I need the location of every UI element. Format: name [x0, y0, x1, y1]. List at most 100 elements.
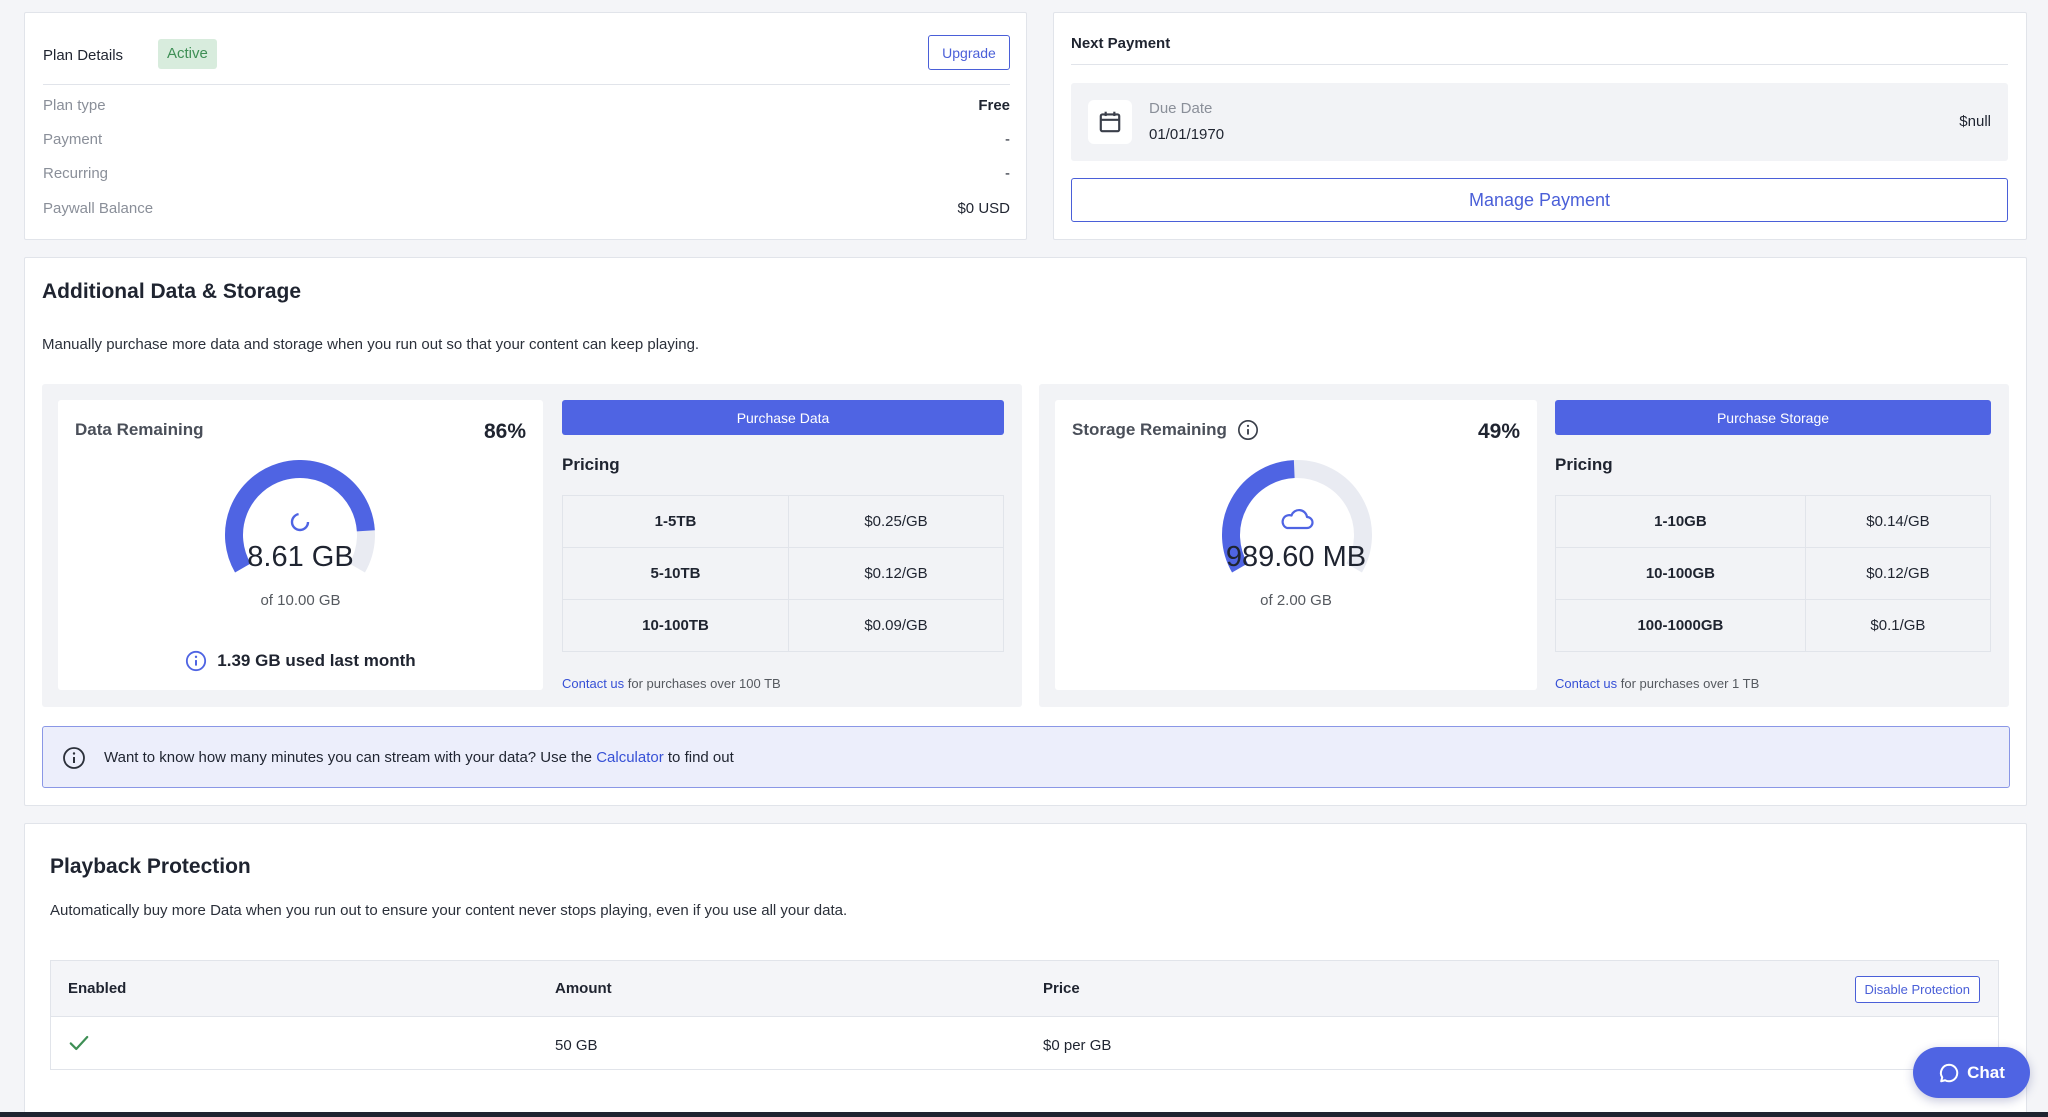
section-title: Additional Data & Storage — [42, 280, 302, 303]
table-row: 100-1000GB $0.1/GB — [1555, 599, 1992, 652]
contact-note: Contact us for purchases over 1 TB — [1555, 676, 1759, 691]
pricing-tier: 1-10GB — [1555, 495, 1806, 548]
data-remaining-card: Data Remaining 86% 8.61 GB of 10.00 GB 1… — [58, 400, 543, 690]
section-description: Manually purchase more data and storage … — [42, 336, 700, 353]
calculator-info-banner: Want to know how many minutes you can st… — [42, 726, 2010, 788]
status-badge: Active — [158, 39, 217, 69]
table-row: 10-100GB $0.12/GB — [1555, 547, 1992, 600]
table-row: 10-100TB $0.09/GB — [561, 599, 1004, 652]
pricing-label: Pricing — [562, 455, 620, 474]
plan-type-label: Plan type — [43, 97, 106, 114]
contact-us-link[interactable]: Contact us — [1555, 676, 1618, 691]
pricing-price: $0.12/GB — [788, 547, 1004, 600]
table-row: 1-10GB $0.14/GB — [1555, 495, 1992, 548]
info-icon[interactable] — [1237, 419, 1259, 441]
pricing-tier: 1-5TB — [561, 495, 790, 548]
data-pricing-table: 1-5TB $0.25/GB 5-10TB $0.12/GB 10-100TB … — [561, 495, 1004, 652]
column-price: Price — [1043, 980, 1080, 997]
column-amount: Amount — [555, 980, 612, 997]
pricing-tier: 5-10TB — [561, 547, 790, 600]
purchase-data-button[interactable]: Purchase Data — [562, 400, 1004, 435]
data-gauge — [225, 460, 375, 573]
calendar-icon — [1088, 100, 1132, 144]
table-header: Enabled Amount Price Disable Protection — [51, 961, 1998, 1017]
pricing-price: $0.25/GB — [788, 495, 1004, 548]
storage-remaining-heading: Storage Remaining — [1072, 419, 1259, 441]
contact-note: Contact us for purchases over 100 TB — [562, 676, 781, 691]
payment-label: Payment — [43, 131, 103, 148]
playback-protection-card: Playback Protection Automatically buy mo… — [24, 823, 2027, 1117]
pricing-price: $0.1/GB — [1804, 599, 1992, 652]
due-date-box: Due Date 01/01/1970 $null — [1071, 83, 2008, 161]
pricing-tier: 100-1000GB — [1555, 599, 1806, 652]
section-title: Playback Protection — [50, 855, 251, 878]
due-amount: $null — [1959, 113, 1991, 130]
pricing-price: $0.12/GB — [1804, 547, 1992, 600]
paywall-balance-row: Paywall Balance $0 USD — [43, 200, 1010, 220]
data-remaining-amount: 8.61 GB — [247, 541, 354, 573]
protection-amount: 50 GB — [555, 1037, 598, 1054]
usage-note: 1.39 GB used last month — [58, 650, 543, 672]
usage-note-text: 1.39 GB used last month — [217, 651, 416, 670]
table-row: 1-5TB $0.25/GB — [561, 495, 1004, 548]
divider — [1071, 64, 2008, 65]
storage-gauge — [1222, 460, 1372, 573]
contact-us-link[interactable]: Contact us — [562, 676, 625, 691]
checkmark-icon — [69, 1035, 89, 1051]
cloud-icon — [1281, 509, 1314, 530]
recurring-row: Recurring - — [43, 165, 1010, 185]
data-remaining-label: Data Remaining — [75, 420, 204, 439]
contact-note-text: for purchases over 100 TB — [624, 676, 781, 691]
section-description: Automatically buy more Data when you run… — [50, 902, 848, 919]
banner-text-before: Want to know how many minutes you can st… — [104, 749, 597, 766]
plan-details-title: Plan Details — [43, 47, 124, 64]
data-percent: 86% — [483, 420, 526, 443]
contact-note-text: for purchases over 1 TB — [1617, 676, 1760, 691]
upgrade-button[interactable]: Upgrade — [928, 35, 1010, 70]
storage-percent: 49% — [1477, 420, 1520, 443]
recurring-value: - — [1005, 165, 1010, 182]
loading-spinner-icon — [290, 512, 310, 532]
protection-table: Enabled Amount Price Disable Protection … — [50, 960, 1999, 1070]
data-panel: Data Remaining 86% 8.61 GB of 10.00 GB 1… — [42, 384, 1022, 707]
next-payment-title: Next Payment — [1071, 35, 1171, 52]
table-row: 5-10TB $0.12/GB — [561, 547, 1004, 600]
paywall-balance-label: Paywall Balance — [43, 200, 154, 217]
bottom-bar — [0, 1112, 2048, 1117]
chat-button[interactable]: Chat — [1913, 1047, 2030, 1098]
banner-text: Want to know how many minutes you can st… — [104, 749, 734, 766]
additional-data-storage-card: Additional Data & Storage Manually purch… — [24, 257, 2027, 806]
banner-text-after: to find out — [663, 749, 734, 766]
protection-price: $0 per GB — [1043, 1037, 1112, 1054]
chat-bubble-icon — [1940, 1063, 1959, 1082]
pricing-label: Pricing — [1555, 455, 1613, 474]
pricing-price: $0.14/GB — [1804, 495, 1992, 548]
storage-pricing-table: 1-10GB $0.14/GB 10-100GB $0.12/GB 100-10… — [1555, 495, 1992, 652]
pricing-tier: 10-100GB — [1555, 547, 1806, 600]
calculator-link[interactable]: Calculator — [596, 749, 664, 766]
payment-value: - — [1005, 131, 1010, 148]
column-enabled: Enabled — [68, 980, 127, 997]
storage-panel: Storage Remaining 49% 989.60 MB of 2.00 … — [1039, 384, 2009, 707]
data-total: of 10.00 GB — [260, 592, 341, 609]
pricing-price: $0.09/GB — [788, 599, 1004, 652]
info-icon — [186, 650, 207, 672]
next-payment-card: Next Payment Due Date 01/01/1970 $null M… — [1053, 12, 2027, 240]
paywall-balance-value: $0 USD — [957, 200, 1010, 217]
info-icon — [63, 747, 85, 769]
storage-remaining-label: Storage Remaining — [1072, 420, 1227, 439]
storage-total: of 2.00 GB — [1260, 592, 1332, 609]
disable-protection-button[interactable]: Disable Protection — [1854, 976, 1980, 1003]
pricing-tier: 10-100TB — [561, 599, 790, 652]
chat-label: Chat — [1967, 1062, 2005, 1082]
due-date-value: 01/01/1970 — [1149, 126, 1225, 143]
due-date-label: Due Date — [1149, 100, 1213, 117]
storage-remaining-amount: 989.60 MB — [1225, 541, 1367, 573]
storage-remaining-card: Storage Remaining 49% 989.60 MB of 2.00 … — [1055, 400, 1537, 690]
plan-details-card: Plan Details Active Upgrade Plan type Fr… — [24, 12, 1027, 240]
plan-details-header: Plan Details Active Upgrade — [43, 35, 1010, 85]
manage-payment-button[interactable]: Manage Payment — [1071, 178, 2008, 222]
plan-type-row: Plan type Free — [43, 97, 1010, 117]
recurring-label: Recurring — [43, 165, 109, 182]
purchase-storage-button[interactable]: Purchase Storage — [1555, 400, 1991, 435]
